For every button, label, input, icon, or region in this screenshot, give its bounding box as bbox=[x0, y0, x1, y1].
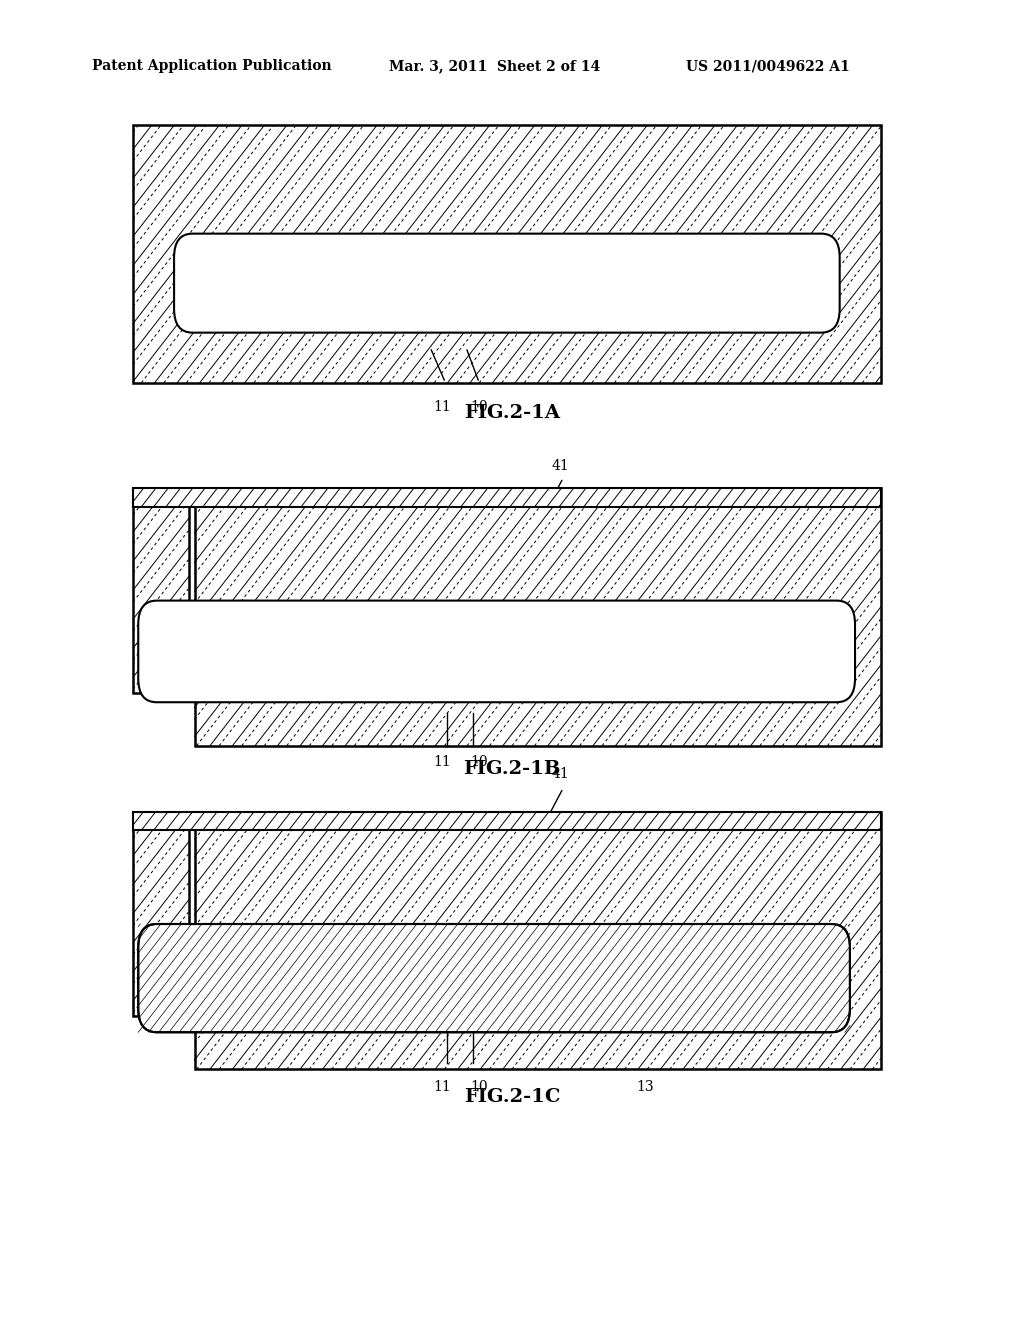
Text: 11: 11 bbox=[433, 400, 452, 414]
Text: Mar. 3, 2011  Sheet 2 of 14: Mar. 3, 2011 Sheet 2 of 14 bbox=[389, 59, 600, 74]
Bar bbox=[195, 812, 881, 1069]
Text: Patent Application Publication: Patent Application Publication bbox=[92, 59, 332, 74]
Bar bbox=[133, 812, 881, 830]
Text: US 2011/0049622 A1: US 2011/0049622 A1 bbox=[686, 59, 850, 74]
Text: FIG.2-1C: FIG.2-1C bbox=[464, 1088, 560, 1106]
Text: 11: 11 bbox=[433, 755, 452, 770]
Text: 41: 41 bbox=[551, 767, 569, 781]
Text: 10: 10 bbox=[470, 400, 488, 414]
Bar bbox=[133, 488, 881, 507]
Text: FIG.2-1B: FIG.2-1B bbox=[463, 760, 561, 779]
Text: 12: 12 bbox=[134, 643, 152, 656]
Text: 41: 41 bbox=[551, 458, 569, 473]
FancyBboxPatch shape bbox=[138, 601, 855, 702]
Text: 10: 10 bbox=[470, 755, 488, 770]
Text: 11: 11 bbox=[433, 1080, 452, 1094]
FancyBboxPatch shape bbox=[174, 234, 840, 333]
FancyBboxPatch shape bbox=[138, 924, 850, 1032]
Bar bbox=[133, 812, 189, 1016]
Bar bbox=[133, 488, 189, 693]
Text: 15: 15 bbox=[819, 1006, 837, 1019]
Text: 12: 12 bbox=[134, 961, 152, 974]
Text: 10: 10 bbox=[470, 1080, 488, 1094]
Text: 13: 13 bbox=[636, 1080, 654, 1094]
Bar bbox=[133, 125, 881, 383]
Bar bbox=[195, 488, 881, 746]
Text: FIG.2-1A: FIG.2-1A bbox=[464, 404, 560, 422]
